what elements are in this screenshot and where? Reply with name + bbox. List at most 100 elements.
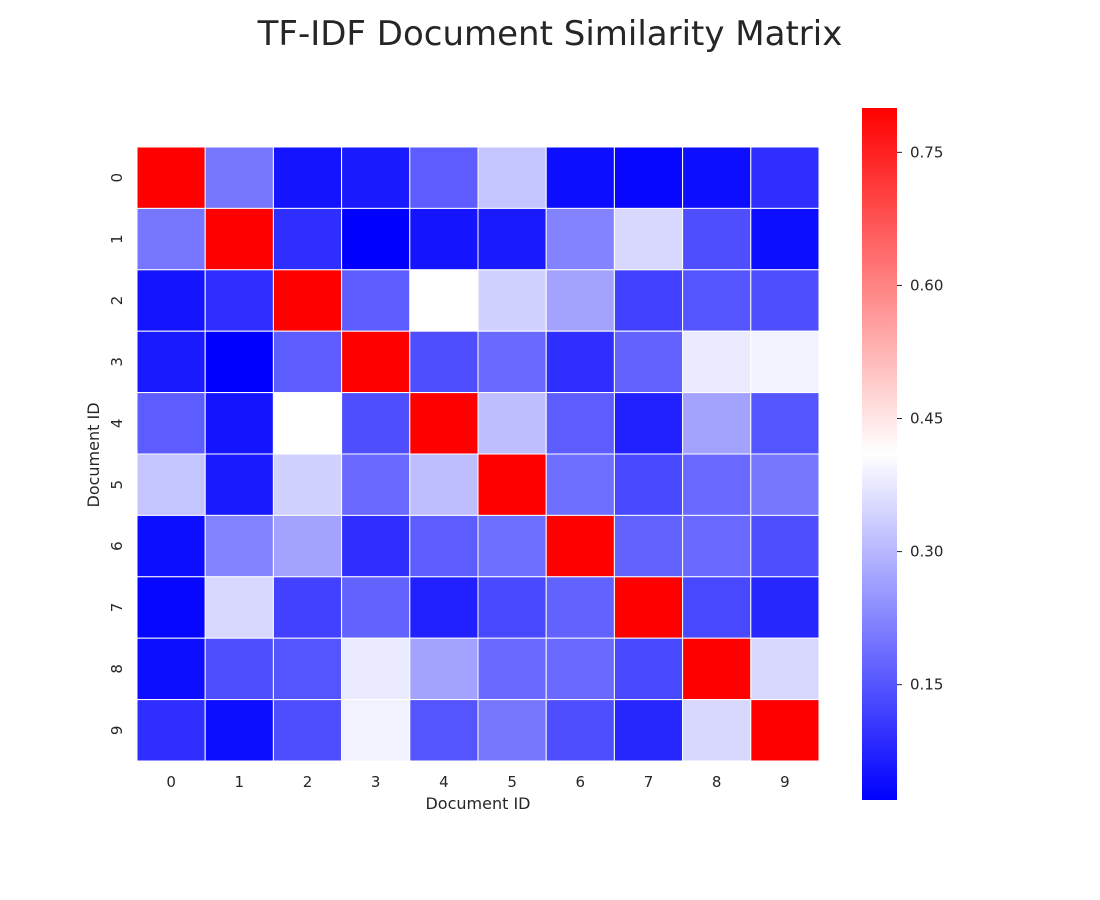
heatmap-cell-7-0 bbox=[136, 576, 206, 639]
heatmap-cell-9-4 bbox=[409, 699, 479, 762]
y-tick-label-5: 5 bbox=[108, 480, 126, 490]
heatmap-cell-0-3 bbox=[341, 146, 411, 209]
heatmap-cell-6-2 bbox=[272, 514, 343, 578]
heatmap-cell-4-0 bbox=[136, 392, 206, 455]
heatmap-cell-7-5 bbox=[477, 576, 547, 639]
heatmap-cell-2-6 bbox=[545, 269, 615, 332]
heatmap-cell-9-6 bbox=[545, 699, 615, 762]
heatmap-cell-4-3 bbox=[341, 392, 411, 455]
heatmap-cell-3-8 bbox=[682, 330, 752, 394]
heatmap-cell-2-0 bbox=[136, 269, 206, 332]
y-axis-ticks: 0 1 2 3 4 5 6 7 8 9 bbox=[108, 173, 126, 735]
heatmap-cell-0-7 bbox=[613, 146, 684, 209]
heatmap-cell-5-7 bbox=[613, 453, 684, 516]
heatmap-cell-9-5 bbox=[477, 699, 547, 762]
heatmap-cell-6-3 bbox=[341, 514, 411, 578]
heatmap-cell-0-1 bbox=[204, 146, 274, 209]
heatmap-cell-0-8 bbox=[682, 146, 752, 209]
heatmap-cell-6-5 bbox=[477, 514, 547, 578]
heatmap-cell-3-9 bbox=[750, 330, 820, 394]
x-tick-label-9: 9 bbox=[780, 773, 790, 791]
heatmap-cell-9-7 bbox=[613, 699, 684, 762]
chart-title: TF-IDF Document Similarity Matrix bbox=[257, 14, 843, 54]
colorbar-tick-label-1: 0.30 bbox=[910, 543, 943, 561]
heatmap-cell-7-9 bbox=[750, 576, 820, 639]
heatmap-cell-5-2 bbox=[272, 453, 343, 516]
heatmap-cell-8-3 bbox=[341, 637, 411, 701]
heatmap-cell-1-7 bbox=[613, 207, 684, 271]
heatmap-cell-5-4 bbox=[409, 453, 479, 516]
heatmap-cell-4-7 bbox=[613, 392, 684, 455]
heatmap-cell-7-4 bbox=[409, 576, 479, 639]
heatmap-cell-1-8 bbox=[682, 207, 752, 271]
y-tick-label-1: 1 bbox=[108, 234, 126, 244]
heatmap-cell-6-9 bbox=[750, 514, 820, 578]
heatmap-cell-0-2 bbox=[272, 146, 343, 209]
x-tick-label-5: 5 bbox=[507, 773, 517, 791]
heatmap-cell-2-3 bbox=[341, 269, 411, 332]
heatmap-cell-4-6 bbox=[545, 392, 615, 455]
heatmap-cell-6-8 bbox=[682, 514, 752, 578]
heatmap-cell-3-5 bbox=[477, 330, 547, 394]
heatmap-cell-2-5 bbox=[477, 269, 547, 332]
heatmap-cell-6-7 bbox=[613, 514, 684, 578]
heatmap-cell-1-2 bbox=[272, 207, 343, 271]
x-tick-label-6: 6 bbox=[576, 773, 586, 791]
heatmap-cell-9-0 bbox=[136, 699, 206, 762]
heatmap-cell-1-4 bbox=[409, 207, 479, 271]
x-tick-label-1: 1 bbox=[235, 773, 245, 791]
heatmap-cell-2-2 bbox=[272, 269, 343, 332]
heatmap-cell-7-8 bbox=[682, 576, 752, 639]
heatmap-cell-1-6 bbox=[545, 207, 615, 271]
y-tick-label-6: 6 bbox=[108, 541, 126, 551]
heatmap-cell-7-2 bbox=[272, 576, 343, 639]
heatmap-cell-1-0 bbox=[136, 207, 206, 271]
heatmap-cell-1-3 bbox=[341, 207, 411, 271]
heatmap-cell-0-5 bbox=[477, 146, 547, 209]
heatmap-cell-7-6 bbox=[545, 576, 615, 639]
heatmap-cell-8-6 bbox=[545, 637, 615, 701]
heatmap-cell-4-2 bbox=[272, 392, 343, 455]
heatmap-cell-5-6 bbox=[545, 453, 615, 516]
heatmap-cell-3-1 bbox=[204, 330, 274, 394]
heatmap-cell-3-4 bbox=[409, 330, 479, 394]
heatmap-cell-1-5 bbox=[477, 207, 547, 271]
heatmap-cell-8-5 bbox=[477, 637, 547, 701]
heatmap-cell-2-4 bbox=[409, 269, 479, 332]
x-tick-label-0: 0 bbox=[166, 773, 176, 791]
x-tick-label-8: 8 bbox=[712, 773, 722, 791]
heatmap-cell-5-8 bbox=[682, 453, 752, 516]
heatmap-cell-9-2 bbox=[272, 699, 343, 762]
colorbar-tick-label-2: 0.45 bbox=[910, 410, 943, 428]
y-tick-label-8: 8 bbox=[108, 664, 126, 674]
y-tick-label-2: 2 bbox=[108, 296, 126, 306]
heatmap-cell-8-1 bbox=[204, 637, 274, 701]
heatmap-cell-8-7 bbox=[613, 637, 684, 701]
heatmap-cell-5-3 bbox=[341, 453, 411, 516]
colorbar-tick-label-3: 0.60 bbox=[910, 276, 943, 294]
heatmap-cell-2-8 bbox=[682, 269, 752, 332]
heatmap-cell-2-1 bbox=[204, 269, 274, 332]
colorbar-tick-label-0: 0.15 bbox=[910, 676, 943, 694]
heatmap-cell-4-1 bbox=[204, 392, 274, 455]
heatmap-cell-5-9 bbox=[750, 453, 820, 516]
heatmap-cell-6-1 bbox=[204, 514, 274, 578]
heatmap-cell-0-4 bbox=[409, 146, 479, 209]
heatmap-cell-9-3 bbox=[341, 699, 411, 762]
heatmap-grid bbox=[136, 146, 820, 762]
heatmap-cell-8-9 bbox=[750, 637, 820, 701]
y-tick-label-4: 4 bbox=[108, 419, 126, 429]
x-tick-label-7: 7 bbox=[644, 773, 654, 791]
colorbar bbox=[862, 108, 897, 800]
heatmap-cell-6-4 bbox=[409, 514, 479, 578]
heatmap-cell-4-4 bbox=[409, 392, 479, 455]
heatmap-cell-8-0 bbox=[136, 637, 206, 701]
x-tick-label-3: 3 bbox=[371, 773, 381, 791]
heatmap-cell-0-9 bbox=[750, 146, 820, 209]
heatmap-cell-5-1 bbox=[204, 453, 274, 516]
heatmap-cell-8-4 bbox=[409, 637, 479, 701]
heatmap-cell-2-9 bbox=[750, 269, 820, 332]
heatmap-cell-1-1 bbox=[204, 207, 274, 271]
colorbar-ticks: 0.15 0.30 0.45 0.60 0.75 bbox=[897, 143, 943, 694]
x-axis-ticks: 0 1 2 3 4 5 6 7 8 9 bbox=[166, 773, 789, 791]
